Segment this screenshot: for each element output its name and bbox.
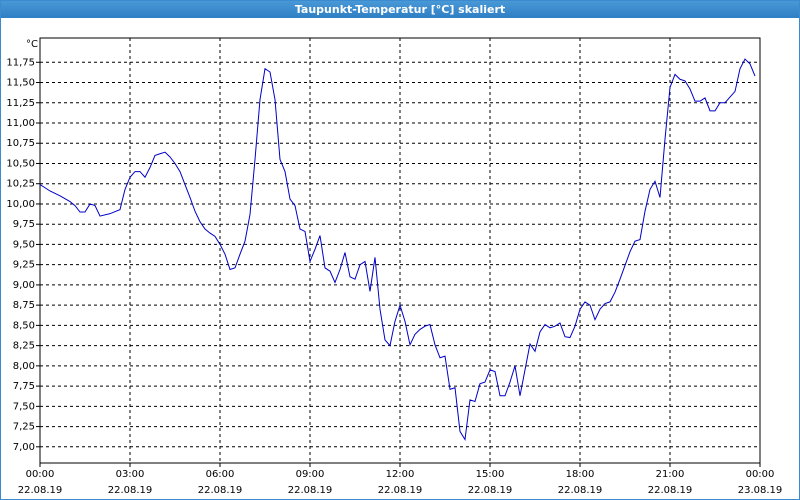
y-tick-label: 10,25	[6, 179, 35, 190]
x-tick-label: 12:00	[386, 469, 415, 480]
y-tick-label: 9,00	[13, 280, 35, 291]
y-tick-label: 9,25	[13, 260, 35, 271]
x-tick-date: 22.08.19	[108, 485, 153, 496]
chart-title: Taupunkt-Temperatur [°C] skaliert	[295, 3, 505, 16]
x-tick-label: 15:00	[476, 469, 505, 480]
title-bar	[0, 0, 800, 18]
y-tick-label: 8,00	[13, 361, 35, 372]
y-tick-label: 11,75	[6, 57, 35, 68]
y-tick-label: 7,75	[13, 381, 35, 392]
x-tick-label: 00:00	[26, 469, 55, 480]
x-tick-date: 22.08.19	[198, 485, 243, 496]
x-tick-label: 03:00	[116, 469, 145, 480]
y-tick-label: 11,50	[6, 78, 35, 89]
x-tick-date: 22.08.19	[468, 485, 513, 496]
y-tick-label: 11,00	[6, 118, 35, 129]
y-tick-label: 7,00	[13, 442, 35, 453]
y-tick-label: 7,50	[13, 401, 35, 412]
x-tick-date: 22.08.19	[378, 485, 423, 496]
x-tick-label: 09:00	[296, 469, 325, 480]
x-tick-label: 21:00	[656, 469, 685, 480]
y-tick-label: 11,25	[6, 98, 35, 109]
y-tick-label: 8,75	[13, 300, 35, 311]
x-tick-label: 00:00	[746, 469, 775, 480]
y-tick-label: 10,75	[6, 138, 35, 149]
x-tick-label: 18:00	[566, 469, 595, 480]
x-tick-date: 22.08.19	[648, 485, 693, 496]
y-tick-label: 9,75	[13, 219, 35, 230]
x-tick-date: 22.08.19	[558, 485, 603, 496]
x-tick-date: 22.08.19	[288, 485, 333, 496]
data-line	[39, 58, 756, 441]
y-unit: °C	[26, 39, 38, 50]
y-tick-label: 10,00	[6, 199, 35, 210]
y-tick-label: 10,50	[6, 158, 35, 169]
x-tick-date: 22.08.19	[18, 485, 63, 496]
x-tick-date: 23.08.19	[738, 485, 783, 496]
plot-frame	[39, 37, 761, 464]
x-tick-label: 06:00	[206, 469, 235, 480]
y-tick-label: 8,25	[13, 341, 35, 352]
y-tick-label: 8,50	[13, 320, 35, 331]
y-tick-label: 7,25	[13, 422, 35, 433]
y-tick-label: 9,50	[13, 239, 35, 250]
